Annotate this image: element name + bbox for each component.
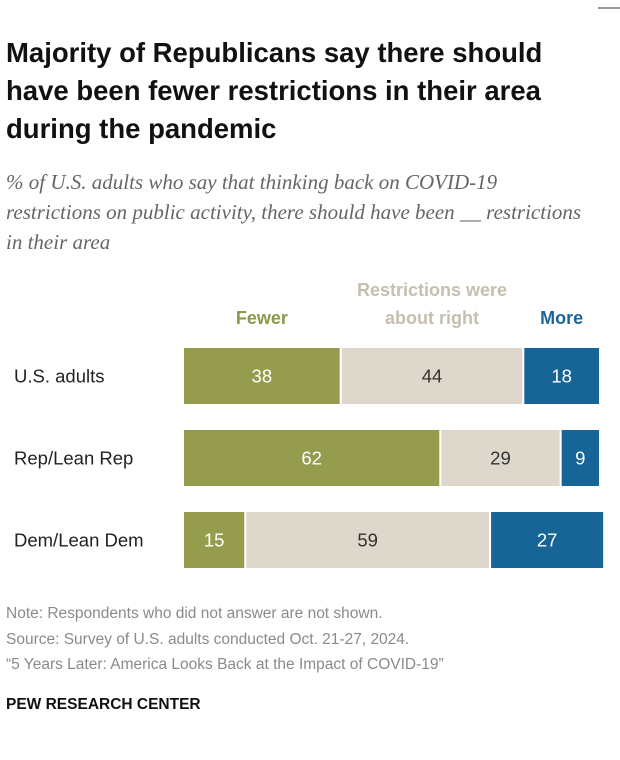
bar-segment xyxy=(524,348,599,404)
value-label: 29 xyxy=(490,448,511,469)
value-label: 38 xyxy=(252,366,273,387)
legend-entry: Restrictions were about right xyxy=(356,280,508,328)
credit: PEW RESEARCH CENTER xyxy=(6,696,201,713)
bar-segment xyxy=(441,430,560,486)
bar-segment xyxy=(561,430,599,486)
value-label: 59 xyxy=(357,530,378,551)
value-label: 44 xyxy=(422,366,443,387)
bar-segment xyxy=(246,512,490,568)
category-label: Rep/Lean Rep xyxy=(14,448,133,469)
value-label: 27 xyxy=(537,530,558,551)
bar-segment xyxy=(491,512,604,568)
category-label: Dem/Lean Dem xyxy=(14,530,144,551)
note-line: Note: Respondents who did not answer are… xyxy=(6,605,383,622)
value-label: 18 xyxy=(551,366,572,387)
chart-title: Majority of Republicans say there should… xyxy=(6,37,543,144)
value-label: 15 xyxy=(204,530,225,551)
note-line: “5 Years Later: America Looks Back at th… xyxy=(6,656,444,673)
chart-subtitle: % of U.S. adults who say that thinking b… xyxy=(6,170,582,254)
legend-entry: Fewer xyxy=(235,308,288,328)
bar-segment xyxy=(184,430,440,486)
value-label: 9 xyxy=(575,448,585,469)
legend-entry: More xyxy=(540,308,584,328)
note-line: Source: Survey of U.S. adults conducted … xyxy=(6,630,410,648)
notes: Note: Respondents who did not answer are… xyxy=(6,601,616,678)
bar-segment xyxy=(341,348,523,404)
bar-segment xyxy=(184,512,245,568)
category-label: U.S. adults xyxy=(14,366,105,387)
value-label: 62 xyxy=(301,448,322,469)
bar-segment xyxy=(184,348,340,404)
